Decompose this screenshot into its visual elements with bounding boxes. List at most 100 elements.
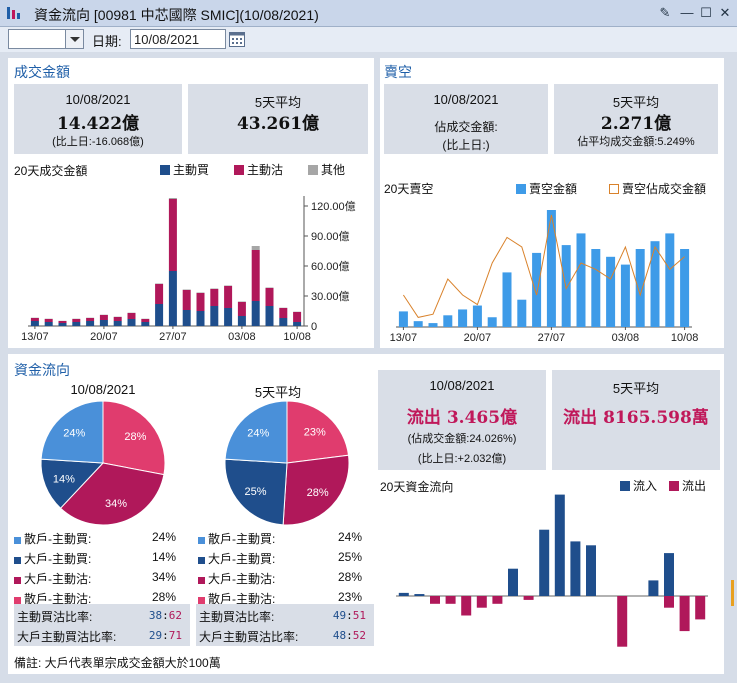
legend-swatch	[198, 577, 205, 584]
ratio-label: 主動買沽比率:	[17, 610, 93, 624]
x-tick-label: 20/07	[464, 332, 492, 344]
pie-label: 24%	[63, 427, 85, 439]
legend-swatch	[669, 481, 679, 491]
bar-segment	[224, 308, 233, 326]
legend-label: 流入	[633, 479, 658, 493]
inflow-bar	[570, 541, 581, 596]
x-tick-label: 03/08	[612, 332, 640, 344]
turnover-legend-other: 其他	[308, 161, 345, 178]
pie-label: 14%	[53, 473, 75, 485]
flow-legend-row: 大戶-主動買:	[14, 550, 91, 567]
inflow-bar	[554, 494, 565, 596]
flow-chart	[396, 494, 708, 647]
bar-segment	[251, 246, 260, 250]
turnover-avg-box: 5天平均 43.261億	[188, 84, 368, 154]
chevron-down-icon[interactable]	[65, 30, 83, 48]
bar-segment	[196, 292, 205, 293]
short-avg-value: 2.271億	[600, 114, 672, 134]
calendar-icon[interactable]	[229, 31, 245, 47]
maximize-icon[interactable]: ☐	[700, 5, 712, 20]
legend-swatch	[234, 165, 244, 175]
legend-swatch	[620, 481, 630, 491]
y-tick-label: 90.00億	[311, 230, 350, 243]
short-today-line1: 佔成交金額:	[434, 120, 498, 134]
close-icon[interactable]: ✕	[719, 5, 731, 20]
date-input[interactable]	[130, 29, 226, 49]
avg-ratio-box: 主動買沽比率: 49:51 大戶主動買沽比率: 48:52	[196, 604, 374, 646]
flow-legend-in: 流入	[620, 477, 657, 494]
short-bar	[532, 252, 542, 327]
legend-swatch	[198, 537, 205, 544]
title-bar: 資金流向 [00981 中芯國際 SMIC](10/08/2021) ✎ — ☐…	[0, 0, 737, 27]
bar-segment	[44, 322, 53, 326]
bar-segment	[210, 306, 219, 326]
bar-segment	[30, 321, 39, 326]
turnover-today-compare: (比上日:-16.068億)	[52, 136, 144, 148]
bar-segment	[86, 318, 95, 321]
pin-icon[interactable]: ✎	[659, 5, 671, 20]
scroll-marker[interactable]	[731, 580, 734, 606]
window-title: 資金流向 [00981 中芯國際 SMIC](10/08/2021)	[34, 7, 319, 23]
bar-segment	[155, 283, 164, 284]
short-legend-bar: 賣空金額	[516, 180, 577, 197]
legend-label: 散戶-主動買:	[208, 532, 276, 546]
pie-slice	[282, 454, 350, 526]
bar-segment	[237, 316, 246, 326]
bar-segment	[265, 287, 274, 288]
toolbar: 日期:	[0, 27, 737, 52]
inflow-bar	[398, 592, 409, 596]
bar-segment	[113, 321, 122, 326]
pie-label: 28%	[124, 431, 146, 443]
pie-label: 24%	[247, 427, 269, 439]
app-icon	[7, 7, 20, 19]
legend-swatch	[308, 165, 318, 175]
legend-label: 散戶-主動沽:	[208, 592, 276, 606]
outflow-bar	[430, 596, 440, 604]
turnover-chart-title: 20天成交金額	[14, 164, 88, 178]
turnover-chart: 0 30.00億 60.00億 90.00億 120.00億 13/07 20/07 27/0…	[21, 196, 356, 343]
legend-label: 主動買	[173, 163, 210, 177]
bar-segment	[237, 302, 246, 316]
pie-slice	[59, 462, 165, 526]
bar-segment	[58, 321, 67, 323]
flow-today-line2: (比上日:+2.032億)	[417, 453, 507, 465]
bar-segment	[196, 293, 205, 311]
legend-swatch	[198, 557, 205, 564]
pie-avg-title: 5天平均	[254, 385, 302, 400]
bar-segment	[44, 319, 53, 322]
short-bar	[472, 305, 482, 327]
y-tick-label: 0	[311, 321, 317, 333]
pie-label: 25%	[244, 486, 266, 498]
x-tick-label: 10/08	[671, 332, 699, 344]
flow-legend-row: 大戶-主動沽:	[198, 570, 275, 587]
bar-segment	[251, 301, 260, 326]
turnover-today-box: 10/08/2021 14.422億 (比上日:-16.068億)	[14, 84, 182, 154]
bar-segment	[224, 286, 233, 308]
short-bar	[413, 321, 423, 327]
flow-legend-row: 散戶-主動買:	[198, 530, 275, 547]
bar-segment	[279, 318, 288, 326]
short-bar	[443, 315, 453, 327]
ratio-label: 大戶主動買沽比率:	[199, 630, 299, 644]
period-select[interactable]	[8, 29, 84, 49]
inflow-bar	[539, 529, 550, 596]
x-tick-label: 27/07	[159, 331, 187, 343]
bar-segment	[127, 313, 136, 319]
ratio-value: 29:71	[148, 629, 182, 642]
outflow-bar	[461, 596, 472, 616]
short-bar	[606, 256, 616, 327]
legend-label: 賣空佔成交金額	[622, 182, 707, 196]
minimize-icon[interactable]: —	[680, 5, 694, 20]
ratio-sell: 51	[352, 609, 366, 622]
x-tick-label: 20/07	[90, 331, 118, 343]
inflow-bar	[586, 545, 596, 596]
legend-label: 大戶-主動買:	[208, 552, 276, 566]
flow-today-value: 流出 3.465億	[406, 408, 518, 428]
turnover-panel: 成交金額 10/08/2021 14.422億 (比上日:-16.068億) 5…	[8, 58, 374, 348]
ratio-buy: 49	[332, 609, 347, 622]
bar-segment	[58, 323, 67, 326]
legend-label: 其他	[321, 163, 346, 177]
turnover-avg-value: 43.261億	[236, 114, 320, 134]
flow-legend-row: 大戶-主動買:	[198, 550, 275, 567]
bar-segment	[210, 288, 219, 289]
